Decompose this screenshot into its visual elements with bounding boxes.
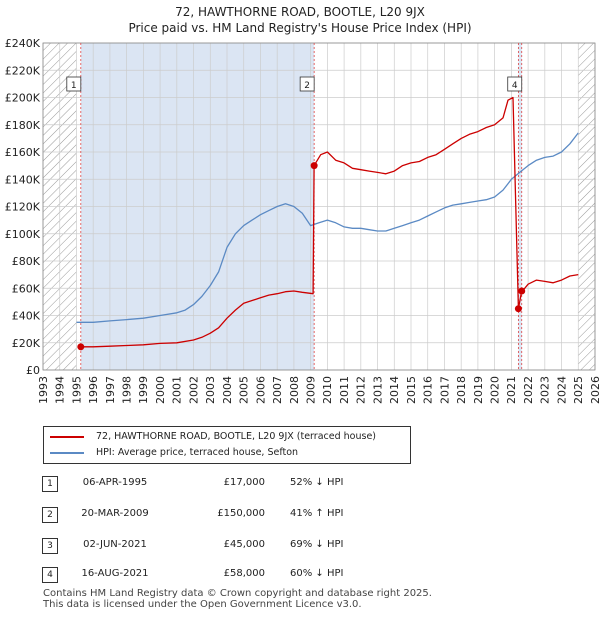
x-tick-label: 2002	[187, 376, 200, 404]
x-tick-label: 2020	[488, 376, 501, 404]
y-tick-label: £240K	[5, 37, 41, 50]
x-tick-label: 1993	[37, 376, 50, 404]
y-tick-label: £20K	[12, 337, 41, 350]
transaction-date: 16-AUG-2021	[81, 568, 149, 579]
chart-title-line2: Price paid vs. HM Land Registry's House …	[128, 21, 472, 35]
x-tick-label: 2026	[589, 376, 600, 404]
x-tick-label: 2021	[505, 376, 518, 404]
x-tick-label: 2022	[522, 376, 535, 404]
x-tick-label: 2016	[422, 376, 435, 404]
x-tick-label: 1995	[70, 376, 83, 404]
footer-licence: This data is licensed under the Open Gov…	[43, 599, 362, 610]
plot-frame	[42, 42, 596, 371]
x-tick-label: 1999	[137, 376, 150, 404]
x-tick-label: 2009	[304, 376, 317, 404]
hpi-line	[76, 132, 579, 323]
transaction-price: £45,000	[223, 539, 265, 550]
transaction-price: £58,000	[223, 568, 265, 579]
transaction-date: 02-JUN-2021	[83, 539, 147, 550]
y-tick-label: £80K	[12, 255, 41, 268]
x-tick-label: 2010	[321, 376, 334, 404]
price-chart: £0 £20K £40K £60K £80K £100K £120K £140K £160K £1…	[5, 37, 600, 404]
x-tick-label: 1994	[54, 376, 67, 404]
x-tick-label: 2019	[472, 376, 485, 404]
x-tick-label: 2006	[254, 376, 267, 404]
x-tick-label: 2014	[388, 376, 401, 404]
x-tick-label: 2017	[438, 376, 451, 404]
x-tick-label: 2004	[221, 376, 234, 404]
legend-swatch-hpi	[50, 452, 84, 454]
transaction-row: 3 02-JUN-2021 £45,000 69% ↓ HPI	[0, 532, 600, 560]
transaction-price: £17,000	[223, 477, 265, 488]
transaction-number-badge: 4	[42, 567, 58, 583]
y-tick-label: £140K	[5, 173, 41, 186]
transaction-number-badge: 3	[42, 538, 58, 554]
x-tick-label: 2001	[171, 376, 184, 404]
sale-badge-label: 1	[71, 81, 77, 91]
x-tick-label: 2003	[204, 376, 217, 404]
x-tick-label: 2018	[455, 376, 468, 404]
x-tick-label: 2005	[238, 376, 251, 404]
sale-badge	[66, 76, 82, 92]
x-tick-label: 1998	[120, 376, 133, 404]
y-tick-label: £0	[26, 364, 40, 377]
x-tick-label: 2000	[154, 376, 167, 404]
sale-point	[310, 162, 318, 170]
x-tick-label: 2008	[288, 376, 301, 404]
sale-badge-label: 2	[304, 81, 310, 91]
legend-label-hpi: HPI: Average price, terraced house, Seft…	[96, 447, 299, 458]
transaction-date: 06-APR-1995	[82, 477, 148, 488]
transaction-row: 4 16-AUG-2021 £58,000 60% ↓ HPI	[0, 561, 600, 589]
y-tick-label: £60K	[12, 282, 41, 295]
transaction-number-badge: 2	[42, 507, 58, 523]
legend-swatch-property	[50, 436, 84, 438]
legend: 72, HAWTHORNE ROAD, BOOTLE, L20 9JX (ter…	[43, 426, 411, 464]
footer-copyright: Contains HM Land Registry data © Crown c…	[43, 588, 432, 599]
x-tick-label: 2012	[355, 376, 368, 404]
y-tick-label: £200K	[5, 92, 41, 105]
y-tick-label: £180K	[5, 119, 41, 132]
sale-point	[77, 343, 85, 351]
x-tick-label: 2025	[572, 376, 585, 404]
transaction-date: 20-MAR-2009	[81, 508, 149, 519]
x-tick-label: 1996	[87, 376, 100, 404]
sale-badge	[299, 76, 315, 92]
y-tick-label: £100K	[5, 228, 41, 241]
y-tick-label: £220K	[5, 64, 41, 77]
footer-attribution: Contains HM Land Registry data © Crown c…	[43, 588, 432, 610]
sale-badge	[507, 76, 523, 92]
y-tick-label: £160K	[5, 146, 41, 159]
property-price-line	[80, 96, 579, 348]
x-tick-label: 2007	[271, 376, 284, 404]
sale-point	[514, 305, 522, 313]
y-tick-label: £40K	[12, 310, 41, 323]
transaction-row: 2 20-MAR-2009 £150,000 41% ↑ HPI	[0, 501, 600, 529]
transaction-hpi-diff: 41% ↑ HPI	[290, 508, 344, 519]
x-tick-label: 2023	[539, 376, 552, 404]
transaction-hpi-diff: 60% ↓ HPI	[290, 568, 344, 579]
x-tick-label: 2013	[371, 376, 384, 404]
chart-title-line1: 72, HAWTHORNE ROAD, BOOTLE, L20 9JX	[175, 5, 425, 19]
transaction-number-badge: 1	[42, 476, 58, 492]
y-tick-label: £120K	[5, 201, 41, 214]
legend-label-property: 72, HAWTHORNE ROAD, BOOTLE, L20 9JX (ter…	[96, 431, 376, 442]
transaction-price: £150,000	[217, 508, 265, 519]
sale-badge-label: 4	[512, 81, 518, 91]
transaction-row: 1 06-APR-1995 £17,000 52% ↓ HPI	[0, 470, 600, 498]
x-tick-label: 1997	[104, 376, 117, 404]
transaction-hpi-diff: 52% ↓ HPI	[290, 477, 344, 488]
x-tick-label: 2011	[338, 376, 351, 404]
sale-point	[518, 287, 526, 295]
x-tick-label: 2015	[405, 376, 418, 404]
transaction-hpi-diff: 69% ↓ HPI	[290, 539, 344, 550]
x-tick-label: 2024	[555, 376, 568, 404]
